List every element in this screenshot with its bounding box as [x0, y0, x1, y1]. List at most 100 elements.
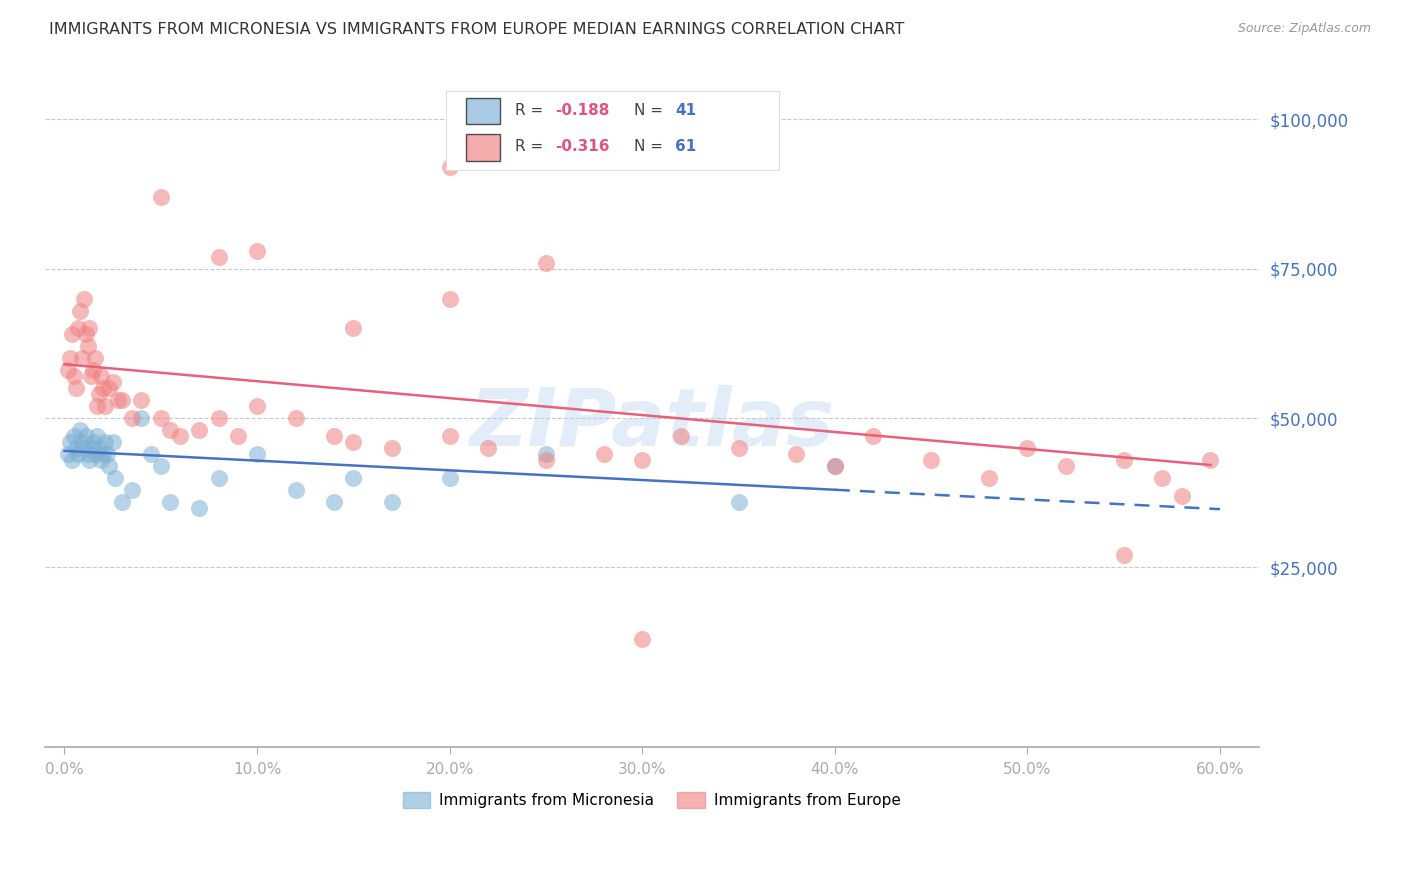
Point [60, 327, 83, 342]
Text: N =: N = [634, 103, 668, 119]
Point [149, 190, 172, 204]
Point [80, 369, 103, 384]
Legend: Immigrants from Micronesia, Immigrants from Europe: Immigrants from Micronesia, Immigrants f… [396, 787, 907, 814]
Point [381, 441, 404, 455]
Point [824, 458, 846, 473]
Point [79, 453, 101, 467]
Point [246, 447, 269, 461]
Point [439, 160, 461, 174]
Point [1152, 471, 1174, 485]
Point [82, 363, 104, 377]
Point [73, 441, 96, 455]
Point [188, 500, 211, 515]
Point [439, 471, 461, 485]
Point [90, 369, 112, 384]
Point [59, 434, 82, 449]
Point [69, 423, 91, 437]
Point [284, 411, 307, 425]
Point [226, 429, 249, 443]
Point [59, 351, 82, 366]
Text: ZIPatlas: ZIPatlas [470, 384, 834, 463]
Text: R =: R = [515, 103, 548, 119]
Point [131, 393, 153, 408]
Text: IMMIGRANTS FROM MICRONESIA VS IMMIGRANTS FROM EUROPE MEDIAN EARNINGS CORRELATION: IMMIGRANTS FROM MICRONESIA VS IMMIGRANTS… [49, 22, 904, 37]
Point [977, 471, 1000, 485]
Point [90, 453, 112, 467]
Point [785, 447, 807, 461]
Text: 41: 41 [675, 103, 696, 119]
Point [631, 632, 654, 646]
Text: R =: R = [515, 139, 548, 154]
Point [79, 321, 101, 335]
Point [534, 447, 557, 461]
Point [70, 434, 93, 449]
Point [65, 381, 87, 395]
Point [534, 256, 557, 270]
Point [342, 321, 364, 335]
Point [89, 387, 111, 401]
Point [97, 381, 120, 395]
Point [76, 447, 98, 461]
Point [84, 447, 107, 461]
Point [131, 411, 153, 425]
Point [69, 303, 91, 318]
Point [284, 483, 307, 497]
Point [73, 292, 96, 306]
Point [727, 441, 749, 455]
FancyBboxPatch shape [467, 98, 501, 125]
Point [89, 441, 111, 455]
Point [207, 471, 229, 485]
Text: 61: 61 [675, 139, 696, 154]
Text: -0.316: -0.316 [555, 139, 609, 154]
Point [82, 434, 104, 449]
Point [342, 471, 364, 485]
Point [1054, 458, 1077, 473]
Point [139, 447, 162, 461]
Point [534, 453, 557, 467]
Point [58, 363, 80, 377]
Point [862, 429, 884, 443]
FancyBboxPatch shape [446, 90, 779, 169]
Point [70, 351, 93, 366]
Point [94, 399, 117, 413]
Text: -0.188: -0.188 [555, 103, 609, 119]
Point [439, 292, 461, 306]
Point [80, 441, 103, 455]
Point [121, 483, 143, 497]
Point [94, 434, 117, 449]
Point [103, 471, 125, 485]
Point [121, 411, 143, 425]
Point [592, 447, 614, 461]
Point [169, 429, 191, 443]
Point [246, 399, 269, 413]
Point [97, 458, 120, 473]
Point [1017, 441, 1039, 455]
FancyBboxPatch shape [467, 135, 501, 161]
Point [669, 429, 692, 443]
Point [824, 458, 846, 473]
Point [207, 250, 229, 264]
Point [66, 321, 89, 335]
Point [188, 423, 211, 437]
Point [323, 429, 346, 443]
Point [727, 494, 749, 508]
Point [66, 447, 89, 461]
Point [91, 447, 114, 461]
Point [91, 381, 114, 395]
Point [86, 429, 108, 443]
Point [920, 453, 942, 467]
Point [75, 429, 97, 443]
Point [1112, 453, 1135, 467]
Point [1112, 549, 1135, 563]
Point [246, 244, 269, 258]
Point [58, 447, 80, 461]
Point [111, 494, 134, 508]
Point [631, 453, 654, 467]
Text: N =: N = [634, 139, 668, 154]
Point [207, 411, 229, 425]
Point [323, 494, 346, 508]
Point [60, 453, 83, 467]
Point [86, 399, 108, 413]
Point [439, 429, 461, 443]
Point [477, 441, 499, 455]
